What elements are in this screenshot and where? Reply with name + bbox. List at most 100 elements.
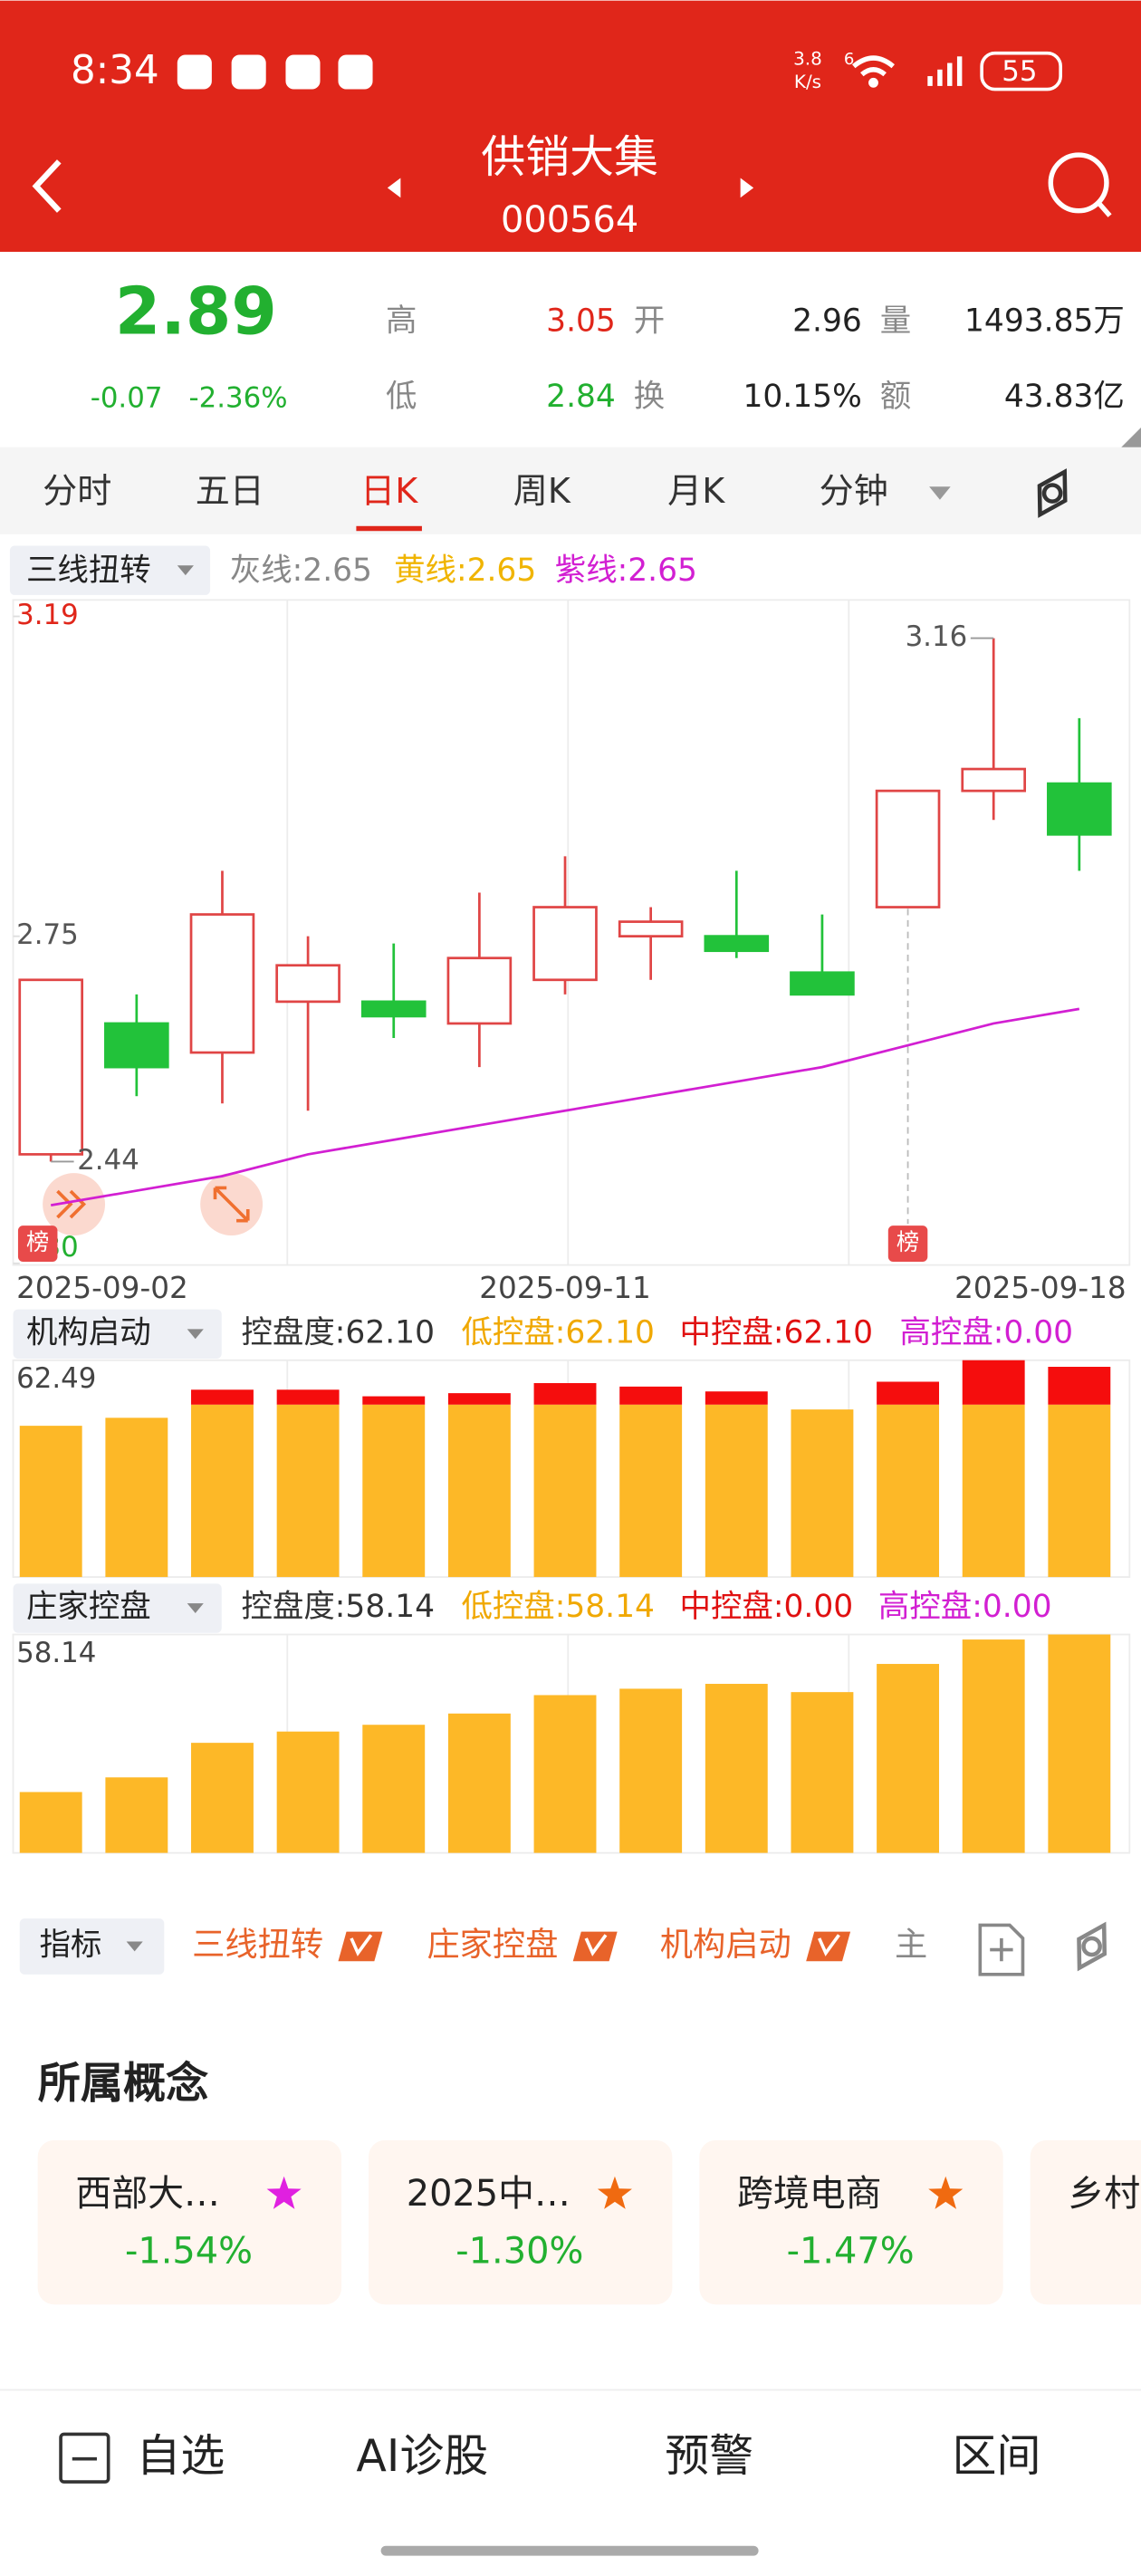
legend-entry: 中控盘:62.10 xyxy=(680,1314,874,1350)
bar xyxy=(276,1389,340,1405)
nav-item[interactable]: AI诊股 xyxy=(356,2430,488,2482)
bar xyxy=(276,1404,340,1578)
concept-card[interactable] xyxy=(1030,2139,1141,2305)
legend-entry: 灰线:2.65 xyxy=(230,553,372,589)
bar xyxy=(1048,1404,1111,1578)
indicator-name[interactable]: 三线扭转 xyxy=(26,553,151,589)
indicator-tab[interactable]: 庄家控盘 xyxy=(427,1925,558,1964)
net-speed: 3.8 xyxy=(793,47,822,69)
concept-card[interactable] xyxy=(699,2139,1003,2305)
bar xyxy=(619,1688,683,1853)
search-button[interactable] xyxy=(1048,152,1112,217)
candle-body xyxy=(189,913,255,1054)
candle-body xyxy=(532,906,598,982)
indicator-settings[interactable] xyxy=(1067,1918,1117,1975)
bar xyxy=(447,1393,511,1405)
stock-code: 000564 xyxy=(501,199,638,241)
quote-label: 量 xyxy=(880,303,911,339)
quote-value: 2.96 xyxy=(792,303,862,339)
tab[interactable]: 日K xyxy=(360,471,418,511)
bar xyxy=(191,1404,254,1578)
concept-name: 乡村 xyxy=(1068,2173,1140,2215)
ma-line xyxy=(50,1007,1080,1206)
indicator-box[interactable] xyxy=(13,1309,222,1359)
zoom-icons[interactable] xyxy=(43,1173,264,1235)
x-tick-label: 2025-09-11 xyxy=(479,1271,651,1305)
indicator-tab[interactable]: 主 xyxy=(895,1925,927,1964)
indicator-check-mark xyxy=(350,1934,373,1956)
candle-body xyxy=(704,935,770,953)
badge xyxy=(887,1226,928,1262)
stock-name: 供销大集 xyxy=(481,131,658,183)
network-type: 6 xyxy=(844,50,855,69)
concept-card[interactable] xyxy=(37,2139,342,2305)
candle-body xyxy=(446,956,513,1025)
indicator-box[interactable] xyxy=(9,545,211,595)
concept-change: -1.47% xyxy=(787,2231,915,2273)
clock: 8:34 xyxy=(71,48,159,93)
bar xyxy=(619,1404,683,1578)
indicator-name[interactable]: 庄家控盘 xyxy=(26,1589,151,1625)
indicator-tab[interactable]: 机构启动 xyxy=(660,1925,791,1964)
indicator-name[interactable]: 机构启动 xyxy=(26,1314,151,1350)
candle-body xyxy=(790,971,855,996)
concept-card[interactable] xyxy=(369,2139,673,2305)
concept-name: 西部大… xyxy=(75,2173,220,2215)
bar xyxy=(447,1404,511,1578)
tab[interactable]: 月K xyxy=(667,471,725,511)
bar xyxy=(19,1792,82,1853)
bar xyxy=(362,1404,426,1578)
indicator-check xyxy=(338,1931,383,1962)
bar xyxy=(791,1409,854,1578)
tab-underline xyxy=(356,525,422,532)
x-tick-label: 2025-09-18 xyxy=(954,1271,1127,1305)
candle-body xyxy=(618,920,684,938)
bar xyxy=(877,1404,940,1578)
candle-body xyxy=(1047,782,1112,836)
bar xyxy=(1048,1367,1111,1405)
concept-name: 跨境电商 xyxy=(737,2173,882,2215)
back-button[interactable] xyxy=(32,159,62,213)
legend-entry: 控盘度:62.10 xyxy=(242,1314,436,1350)
legend-entry: 高控盘:0.00 xyxy=(899,1314,1073,1350)
section-title: 所属概念 xyxy=(38,2059,209,2109)
indicator-button[interactable] xyxy=(19,1918,165,1975)
concept-change: -1.54% xyxy=(125,2231,253,2273)
legend-entry: 紫线:2.65 xyxy=(555,553,697,589)
tab[interactable]: 分时 xyxy=(43,471,111,511)
bar xyxy=(962,1404,1025,1578)
nav-item[interactable]: 区间 xyxy=(953,2430,1041,2482)
bar xyxy=(877,1664,940,1853)
quote-label: 额 xyxy=(880,379,911,415)
legend-entry: 低控盘:58.14 xyxy=(461,1589,655,1625)
change-pct: -2.36% xyxy=(188,382,287,415)
tab[interactable]: 分钟 xyxy=(820,471,888,511)
bar xyxy=(705,1404,768,1578)
indicator-button-label[interactable]: 指标 xyxy=(40,1927,102,1963)
nav-item[interactable]: 预警 xyxy=(665,2430,753,2482)
candle-body xyxy=(18,978,84,1156)
concept-star xyxy=(597,2176,632,2209)
bar xyxy=(705,1684,768,1853)
annotation: 2.44 xyxy=(77,1144,139,1177)
tab[interactable]: 五日 xyxy=(196,471,264,511)
add-indicator[interactable] xyxy=(978,1923,1025,1976)
indicator-tab[interactable]: 三线扭转 xyxy=(192,1925,323,1964)
notification-icons xyxy=(177,54,373,90)
tab[interactable]: 周K xyxy=(513,471,571,511)
quote-label: 高 xyxy=(386,303,417,339)
price: 2.89 xyxy=(115,274,277,351)
quote-value: 10.15% xyxy=(743,379,861,415)
dropdown xyxy=(929,486,951,500)
candle-body xyxy=(360,1000,427,1018)
nav-item[interactable]: 自选 xyxy=(136,2430,225,2482)
badge-text: 榜 xyxy=(26,1228,49,1255)
home-indicator xyxy=(380,2545,759,2556)
settings-button[interactable] xyxy=(1027,465,1077,522)
badge-text: 榜 xyxy=(896,1228,919,1255)
legend-entry: 高控盘:0.00 xyxy=(878,1589,1052,1625)
indicator-box[interactable] xyxy=(13,1583,222,1633)
bar xyxy=(105,1777,168,1853)
legend-entry: 低控盘:62.10 xyxy=(461,1314,655,1350)
